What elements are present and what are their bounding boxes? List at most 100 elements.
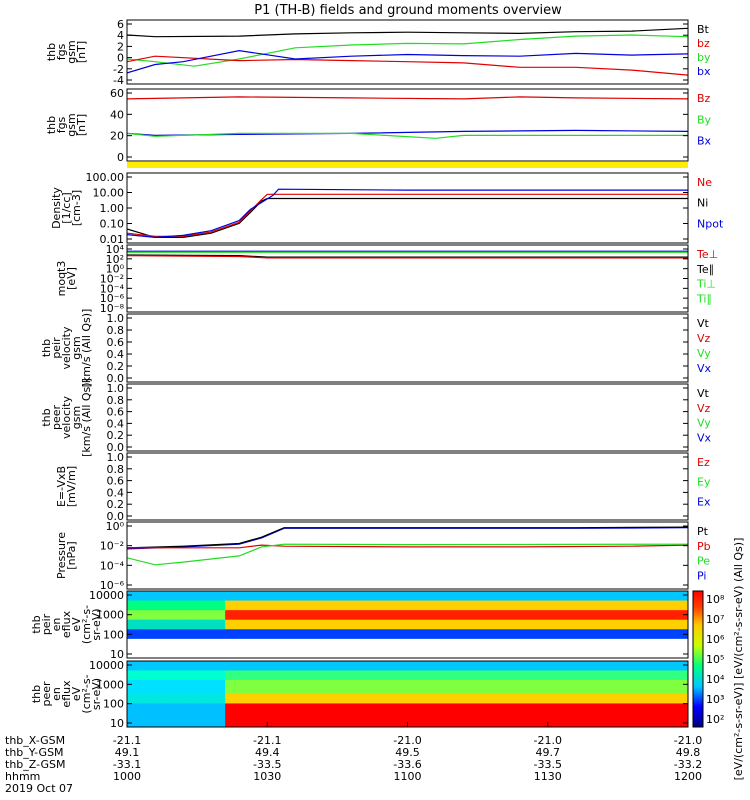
spectrogram-cell [225, 703, 240, 709]
spectrogram-cell [309, 689, 324, 695]
legend-entry: Vx [697, 362, 712, 375]
spectrogram-cell [197, 675, 212, 681]
spectrogram-cell [477, 600, 493, 606]
xaxis-value: -21.1 [113, 734, 141, 747]
spectrogram-cell [337, 689, 352, 695]
spectrogram-cell [393, 679, 408, 686]
spectrogram-cell [421, 712, 437, 719]
spectrogram-cell [323, 595, 338, 602]
spectrogram-cell [463, 614, 479, 621]
spectrogram-cell [323, 698, 338, 704]
spectrogram-cell [561, 610, 577, 616]
spectrogram-cell [519, 698, 535, 704]
spectrogram-cell [617, 679, 633, 686]
spectrogram-cell [197, 670, 212, 676]
spectrogram-cell [589, 665, 605, 671]
spectrogram-cell [673, 605, 689, 611]
spectrogram-cell [673, 679, 689, 686]
spectrogram-cell [197, 689, 212, 695]
spectrogram-cell [379, 670, 394, 676]
spectrogram-cell [477, 629, 493, 635]
spectrogram-cell [337, 665, 352, 671]
spectrogram-cell [239, 698, 254, 704]
panel-frame [126, 383, 689, 452]
spectrogram-cell [589, 675, 605, 681]
spectrogram-cell [351, 675, 366, 681]
spectrogram-cell [295, 712, 310, 719]
spectrogram-cell [127, 634, 142, 640]
spectrogram-cell [155, 670, 170, 676]
spectrogram-cell [267, 624, 282, 630]
spectrogram-cell [463, 591, 479, 597]
legend-entry: Vt [697, 387, 710, 400]
spectrogram-cell [337, 614, 352, 621]
spectrogram-cell [547, 698, 563, 704]
ylabel-line: peer [50, 405, 63, 431]
spectrogram-cell [533, 698, 549, 704]
spectrogram-cell [645, 717, 661, 723]
spectrogram-cell [421, 591, 437, 597]
spectrogram-cell [435, 722, 451, 728]
spectrogram-cell [659, 629, 675, 635]
colorbar-gradient [692, 590, 704, 728]
spectrogram-cell [309, 619, 324, 625]
spectrogram-cell [533, 591, 549, 597]
xaxis-value: 1000 [113, 770, 141, 783]
spectrogram-cell [435, 675, 451, 681]
legend-entry: Ey [697, 476, 711, 489]
spectrogram-cell [533, 665, 549, 671]
spectrogram-cell [225, 675, 240, 681]
spectrogram-cell [323, 703, 338, 709]
spectrogram-cell [393, 670, 408, 676]
legend-entry: Vx [697, 431, 712, 444]
spectrogram-cell [673, 600, 689, 606]
spectrogram-cell [337, 600, 352, 606]
spectrogram-cell [659, 703, 675, 709]
spectrogram-cell [561, 624, 577, 630]
spectrogram-cell [127, 703, 142, 709]
series-line-temp-3 [126, 255, 688, 259]
spectrogram-cell [309, 675, 324, 681]
spectrogram-cell [435, 684, 451, 690]
spectrogram-cell [309, 624, 324, 630]
spectrogram-cell [491, 722, 507, 728]
spectrogram-cell [505, 722, 521, 728]
spectrogram-cell [281, 689, 296, 695]
spectrogram-cell [267, 684, 282, 690]
spectrogram-cell [421, 629, 437, 635]
spectrogram-cell [309, 670, 324, 676]
spectrogram-cell [645, 610, 661, 616]
spectrogram-cell [631, 679, 647, 686]
legend-entry: Te⊥ [696, 248, 718, 261]
spectrogram-cell [379, 717, 394, 723]
spectrogram-cell [393, 624, 408, 630]
spectrogram-cell [337, 610, 352, 616]
ytick-label: -2 [113, 63, 124, 76]
spectrogram-cell [547, 670, 563, 676]
spectrogram-cell [435, 600, 451, 606]
spectrogram-cell [351, 684, 366, 690]
spectrogram-cell [351, 670, 366, 676]
spectrogram-cell [253, 684, 268, 690]
spectrogram-cell [141, 675, 156, 681]
ytick-label: 1.0 [107, 451, 125, 464]
spectrogram-cell [127, 722, 142, 728]
spectrogram-cell [225, 614, 240, 621]
ytick-label: 10⁻⁶ [100, 579, 125, 592]
spectrogram-cell [659, 661, 675, 667]
spectrogram-cell [127, 614, 142, 621]
ylabel-line: fgs [55, 43, 68, 60]
colorbar-tick: 10⁵ [706, 653, 724, 666]
spectrogram-cell [267, 708, 282, 714]
spectrogram-cell [211, 595, 226, 602]
spectrogram-cell [253, 698, 268, 704]
spectrogram-cell [323, 661, 338, 667]
ytick-label: 40 [110, 108, 124, 121]
colorbar: 10⁸ 10⁷ 10⁶ 10⁵ 10⁴ 10³ 10² [eV/(cm²-s-sr-eV)] … [692, 538, 745, 780]
spectrogram-peer_spec [127, 661, 689, 728]
spectrogram-cell [169, 689, 184, 695]
spectrogram-cell [561, 595, 577, 602]
spectrogram-cell [169, 661, 184, 667]
spectrogram-cell [141, 708, 156, 714]
spectrogram-cell [281, 703, 296, 709]
